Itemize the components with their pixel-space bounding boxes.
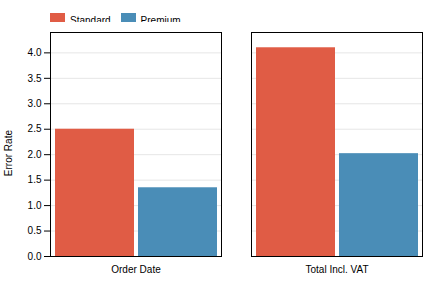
svg-text:3.5: 3.5 — [28, 73, 42, 84]
svg-text:1.0: 1.0 — [28, 200, 42, 211]
svg-text:Order Date: Order Date — [111, 264, 161, 275]
svg-text:1.5: 1.5 — [28, 174, 42, 185]
svg-text:0.5: 0.5 — [28, 225, 42, 236]
html-text:Standard: Standard — [70, 15, 111, 26]
svg-text:0.0: 0.0 — [28, 251, 42, 262]
svg-text:3.0: 3.0 — [28, 98, 42, 109]
html-text:Premium: Premium — [140, 15, 181, 26]
html-text:Error Rate: Error Rate — [2, 129, 14, 177]
svg-text:2.5: 2.5 — [28, 123, 42, 134]
svg-text:2.0: 2.0 — [28, 149, 42, 160]
svg-text:Total Incl. VAT: Total Incl. VAT — [306, 264, 369, 275]
svg-text:4.0: 4.0 — [28, 47, 42, 58]
